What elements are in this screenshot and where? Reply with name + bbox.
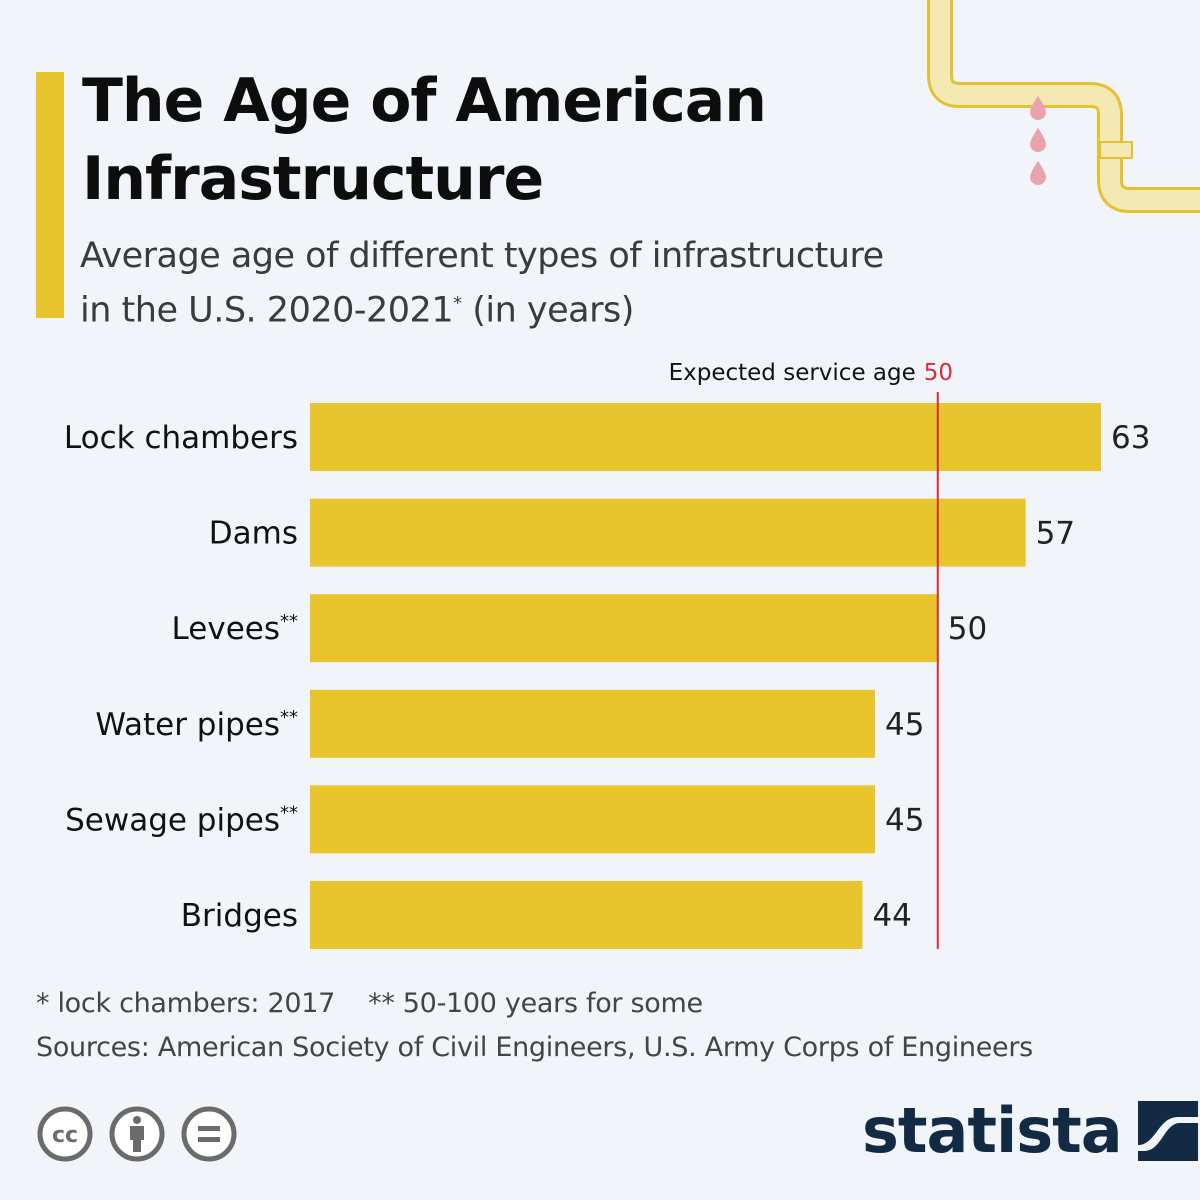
subtitle-line-2: in the U.S. 2020-2021* (in years) (80, 280, 980, 335)
title-line-1: The Age of American (82, 66, 767, 136)
footnote-lock-chambers: * lock chambers: 2017 (36, 988, 335, 1019)
pipe-icon (927, 0, 1200, 213)
title-accent-bar (36, 72, 64, 318)
water-drops-icon (1030, 96, 1046, 185)
attribution-icon[interactable] (108, 1105, 166, 1163)
brand-name: statista (862, 1094, 1123, 1167)
category-label: Sewage pipes** (65, 802, 298, 838)
title-line-2: Infrastructure (82, 144, 544, 214)
reference-line-value: 50 (924, 360, 953, 386)
category-label: Lock chambers (64, 420, 298, 456)
footnote-range: ** 50-100 years for some (368, 988, 703, 1019)
svg-text:cc: cc (52, 1123, 78, 1148)
footnotes: * lock chambers: 2017 ** 50-100 years fo… (36, 988, 703, 1019)
bar-chart: Expected service age 50 Lock chambers 63 D… (64, 360, 1150, 949)
subtitle: Average age of different types of infras… (80, 232, 980, 335)
statista-logo[interactable]: statista (862, 1100, 1198, 1162)
value-label: 57 (1036, 516, 1075, 552)
bar-3 (310, 689, 875, 758)
bar-2 (310, 594, 938, 663)
sources: Sources: American Society of Civil Engin… (36, 1032, 1033, 1063)
subtitle-line-2-text: in the U.S. 2020-2021 (80, 290, 454, 331)
category-label: Water pipes** (95, 707, 298, 743)
subtitle-unit: (in years) (461, 290, 634, 331)
bar-0 (310, 403, 1101, 471)
category-label: Bridges (181, 898, 298, 934)
bar-4 (310, 785, 875, 854)
statista-mark-icon (1137, 1101, 1198, 1161)
leaking-pipe-illustration (927, 0, 1200, 213)
value-label: 45 (885, 707, 924, 743)
pipe-coupling (1099, 141, 1133, 159)
page-title: The Age of American Infrastructure (82, 62, 767, 218)
category-label: Dams (209, 516, 298, 552)
bar-5 (310, 881, 863, 949)
value-label: 50 (948, 611, 987, 647)
reference-line-text: Expected service age (669, 360, 916, 386)
cc-icon[interactable]: cc (36, 1105, 94, 1163)
value-label: 63 (1111, 420, 1150, 456)
license-icons: cc (36, 1105, 238, 1163)
no-derivatives-icon[interactable] (180, 1105, 238, 1163)
category-label: Levees** (172, 611, 298, 647)
subtitle-footnote-marker: * (453, 293, 462, 314)
subtitle-line-1: Average age of different types of infras… (80, 236, 884, 276)
bar-1 (310, 498, 1026, 567)
value-label: 45 (885, 802, 924, 838)
value-label: 44 (872, 898, 911, 934)
reference-line-label: Expected service age 50 (669, 360, 953, 386)
